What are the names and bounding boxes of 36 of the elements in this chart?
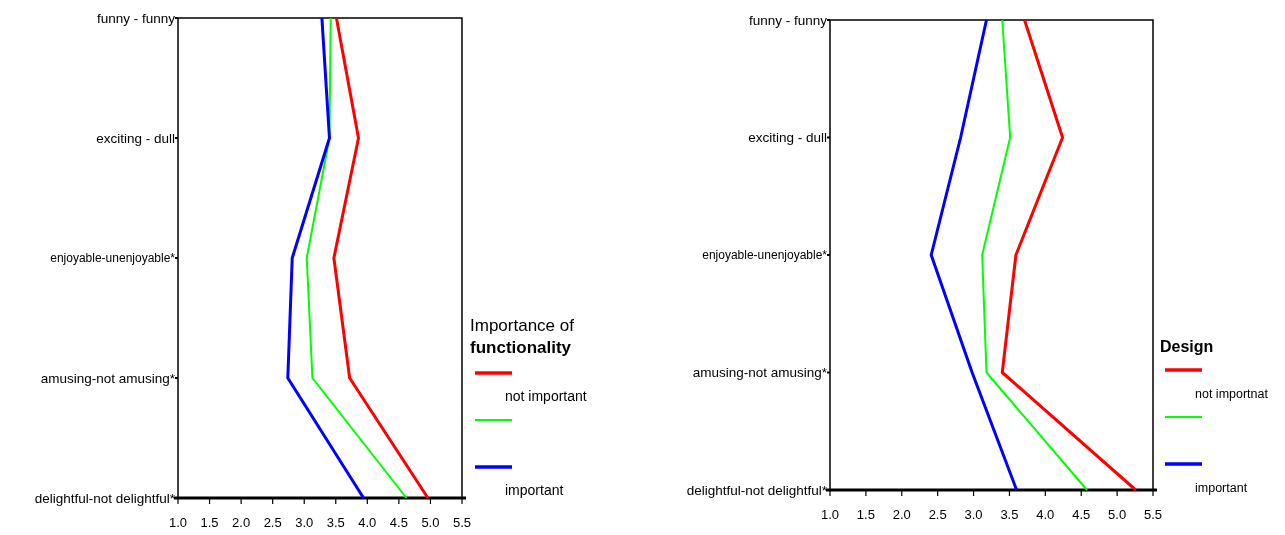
legend-title: Design	[1160, 338, 1214, 355]
y-tick-label: exciting - dull	[96, 130, 175, 146]
y-tick-label: funny - funny	[96, 10, 176, 26]
x-tick-label: 3.0	[964, 507, 983, 522]
y-tick-label: amusing-not amusing*	[40, 370, 176, 386]
y-tick-label: exciting - dull	[748, 130, 827, 146]
x-tick-label: 2.5	[928, 507, 947, 522]
y-tick-label: delightful-not delightful*	[34, 490, 176, 506]
x-tick-label: 3.5	[326, 515, 345, 530]
legend-title: Importance of functionality	[470, 316, 575, 358]
x-tick-label: 3.0	[295, 515, 314, 530]
y-tick-label: enjoyable-unenjoyable*	[702, 248, 828, 263]
x-tick-label: 5.5	[1143, 507, 1163, 522]
y-tick-label: enjoyable-unenjoyable*	[50, 251, 176, 266]
x-tick-label: 5.5	[452, 515, 472, 530]
text: not importnat	[1195, 387, 1269, 401]
x-tick-label: 4.5	[1072, 507, 1091, 522]
x-tick-label: 1.5	[200, 515, 219, 530]
x-tick-label: 4.0	[1036, 507, 1055, 522]
x-tick-label: 5.0	[421, 515, 440, 530]
x-tick-label: 2.0	[232, 515, 251, 530]
x-tick-label: 1.0	[820, 507, 840, 522]
x-tick-label: 3.5	[1000, 507, 1019, 522]
y-tick-label: delightful-not delightful*	[686, 482, 828, 498]
x-tick-label: 4.0	[358, 515, 377, 530]
x-tick-label: 4.5	[389, 515, 408, 530]
x-tick-label: 1.5	[856, 507, 875, 522]
text: important	[1195, 481, 1248, 495]
x-tick-label: 1.0	[168, 515, 188, 530]
y-tick-label: funny - funny	[748, 12, 828, 28]
y-tick-label: amusing-not amusing*	[692, 365, 828, 381]
x-tick-label: 5.0	[1108, 507, 1127, 522]
legend-label: important	[505, 482, 564, 498]
x-tick-label: 2.5	[263, 515, 282, 530]
legend-label: not important	[505, 388, 587, 404]
x-tick-label: 2.0	[892, 507, 911, 522]
